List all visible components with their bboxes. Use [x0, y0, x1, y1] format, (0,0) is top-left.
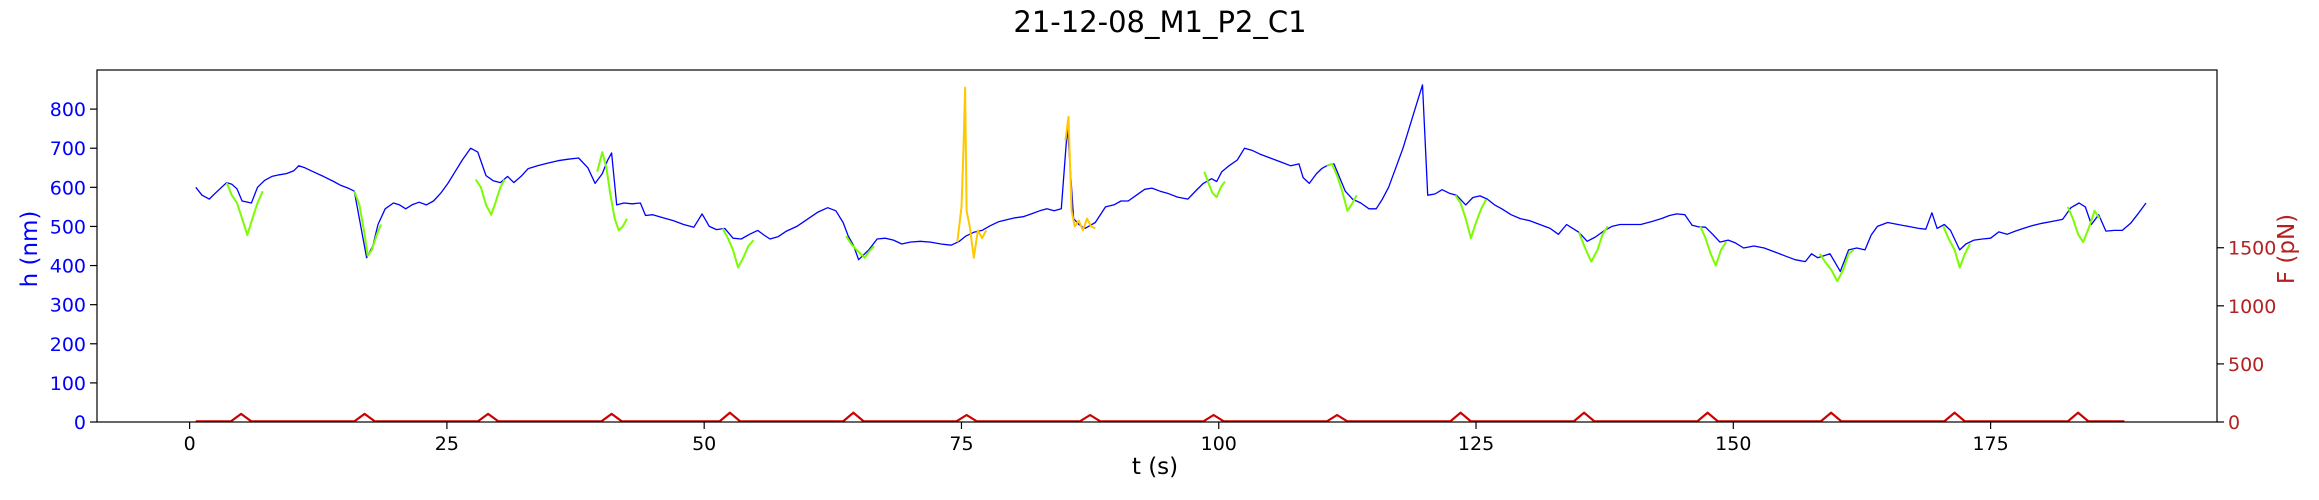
- y-axis-left-label: h (nm): [17, 211, 43, 288]
- y-left-tick-label: 400: [50, 256, 86, 278]
- y-axis-right: 0 500 1000 1500: [2217, 238, 2276, 434]
- y-left-tick-label: 300: [50, 295, 86, 317]
- approach-segment-11: [1699, 226, 1727, 267]
- x-tick-label: 100: [1201, 433, 1237, 455]
- force-trace: [195, 411, 2125, 422]
- y-left-tick-label: 100: [50, 373, 86, 395]
- x-tick-label: 25: [435, 433, 459, 455]
- approach-segment-7: [1203, 171, 1226, 199]
- approach-segment-3: [474, 178, 506, 216]
- x-tick-label: 75: [949, 433, 973, 455]
- x-tick-label: 150: [1715, 433, 1751, 455]
- x-tick-label: 50: [692, 433, 716, 455]
- x-axis-label: t (s): [1132, 454, 1178, 480]
- y-axis-left: 0 100 200 300 400 500 600 700 800: [50, 99, 97, 434]
- height-trace: [195, 84, 2147, 273]
- yellow-segment-1: [956, 86, 988, 259]
- approach-segment-5: [721, 227, 755, 269]
- y-left-tick-label: 600: [50, 177, 86, 199]
- y-right-tick-label: 1000: [2228, 296, 2276, 318]
- chart-title: 21-12-08_M1_P2_C1: [1013, 5, 1306, 39]
- y-right-tick-label: 0: [2228, 412, 2240, 434]
- y-axis-right-label: F (pN): [2274, 214, 2300, 284]
- plot-area: [195, 84, 2147, 422]
- x-axis: 0 25 50 75 100 125 150 175: [184, 422, 2009, 455]
- approach-segment-9: [1454, 194, 1488, 240]
- y-left-tick-label: 200: [50, 334, 86, 356]
- approach-segment-10: [1577, 225, 1609, 263]
- approach-segment-6: [845, 235, 875, 259]
- yellow-segment-2: [1064, 115, 1096, 232]
- y-left-tick-label: 0: [74, 412, 86, 434]
- approach-segment-1: [225, 182, 264, 236]
- y-left-tick-label: 800: [50, 99, 86, 121]
- approach-segment-4: [596, 151, 628, 232]
- approach-segment-12: [1818, 249, 1855, 283]
- plot-frame: [96, 69, 2218, 423]
- approach-segment-14: [2066, 206, 2101, 244]
- x-tick-label: 0: [184, 433, 196, 455]
- x-tick-label: 125: [1458, 433, 1494, 455]
- y-right-tick-label: 500: [2228, 354, 2264, 376]
- y-right-tick-label: 1500: [2228, 238, 2276, 260]
- y-left-tick-label: 700: [50, 138, 86, 160]
- approach-segment-8: [1326, 162, 1358, 212]
- y-left-tick-label: 500: [50, 216, 86, 238]
- x-tick-label: 175: [1972, 433, 2008, 455]
- approach-segment-13: [1942, 226, 1971, 269]
- approach-segment-2: [353, 190, 382, 257]
